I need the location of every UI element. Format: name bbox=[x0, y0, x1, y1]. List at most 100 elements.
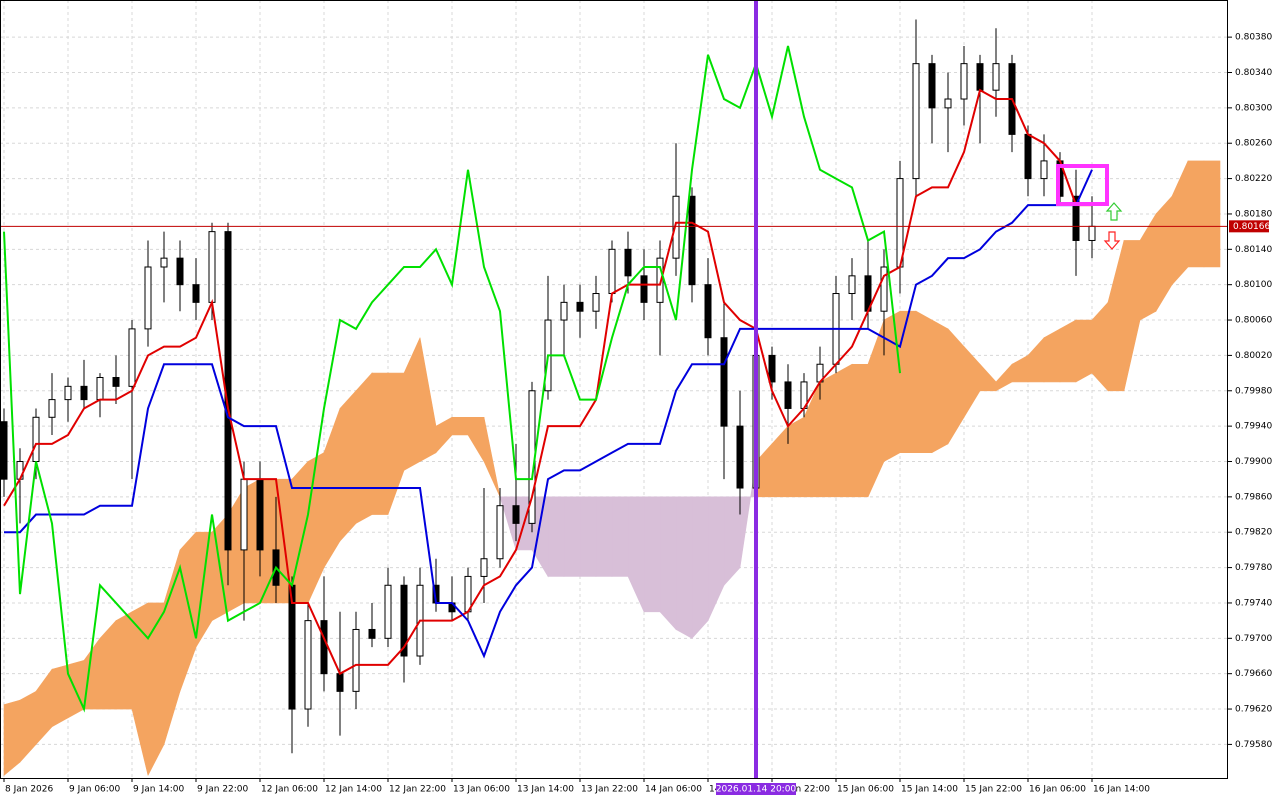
candle-body bbox=[480, 558, 488, 577]
candle-body bbox=[960, 63, 968, 100]
cloud-segment bbox=[547, 496, 565, 577]
cloud-segment bbox=[643, 496, 661, 613]
candle-body bbox=[736, 425, 744, 489]
price-label: 0.80166 bbox=[1233, 222, 1270, 232]
plot-frame bbox=[0, 0, 1228, 779]
candle-body bbox=[368, 628, 376, 639]
axes: 0.80380 0.80340 0.80300 0.80260 0.80220 0.801… bbox=[3, 33, 1272, 795]
x-tick-label: 15 Jan 06:00 bbox=[837, 785, 894, 795]
candle-body bbox=[240, 478, 248, 551]
x-tick-label: 13 Jan 14:00 bbox=[517, 785, 574, 795]
candle-body bbox=[1040, 160, 1048, 180]
cloud-segment bbox=[787, 416, 805, 498]
candles bbox=[0, 19, 1096, 754]
candle-body bbox=[512, 505, 520, 524]
y-tick-label: 0.80260 bbox=[1235, 139, 1272, 149]
y-tick-label: 0.79580 bbox=[1235, 740, 1272, 750]
cloud-segment bbox=[3, 699, 21, 776]
candle-body bbox=[48, 399, 56, 418]
cloud-segment bbox=[851, 363, 869, 498]
y-tick-label: 0.79620 bbox=[1235, 705, 1272, 715]
indicator-lines bbox=[3, 45, 1093, 713]
x-tick-label: 13 Jan 22:00 bbox=[581, 785, 638, 795]
candle-body bbox=[976, 63, 984, 91]
x-tick-label: 9 Jan 22:00 bbox=[197, 785, 249, 795]
cloud-segment bbox=[1203, 160, 1221, 268]
candle-body bbox=[848, 275, 856, 295]
candle-body bbox=[64, 385, 72, 401]
cloud-segment bbox=[451, 416, 469, 436]
candle-body bbox=[384, 584, 392, 639]
x-tick-label: 8 Jan 2026 bbox=[5, 785, 53, 795]
candle-body bbox=[608, 248, 616, 295]
y-tick-label: 0.80340 bbox=[1235, 68, 1272, 78]
highlight-box bbox=[1056, 164, 1109, 206]
cloud-segment bbox=[355, 372, 373, 524]
y-tick-label: 0.80220 bbox=[1235, 174, 1272, 184]
candle-body bbox=[1088, 225, 1096, 241]
cloud-segment bbox=[675, 496, 693, 639]
y-tick-label: 0.80060 bbox=[1235, 316, 1272, 326]
cloud-segment bbox=[819, 372, 837, 498]
cloud-segment bbox=[147, 602, 165, 776]
cloud-segment bbox=[835, 363, 853, 498]
candle-body bbox=[928, 63, 936, 109]
cloud-segment bbox=[931, 319, 949, 454]
candle-body bbox=[576, 301, 584, 312]
y-tick-label: 0.79860 bbox=[1235, 492, 1272, 502]
y-tick-label: 0.79980 bbox=[1235, 386, 1272, 396]
x-tick-label: 12 Jan 06:00 bbox=[261, 785, 318, 795]
candle-body bbox=[320, 620, 328, 675]
x-tick-label: 9 Jan 14:00 bbox=[133, 785, 185, 795]
cloud-segment bbox=[659, 496, 677, 631]
candle-body bbox=[160, 257, 168, 268]
y-tick-label: 0.80380 bbox=[1235, 33, 1272, 43]
candle-body bbox=[80, 385, 88, 401]
price-label-bg bbox=[1229, 220, 1269, 233]
candle-body bbox=[112, 377, 120, 387]
indicator-line bbox=[4, 169, 1093, 659]
overlays bbox=[0, 0, 1228, 778]
y-tick-label: 0.80180 bbox=[1235, 209, 1272, 219]
x-tick-label: 13 Jan 06:00 bbox=[453, 785, 510, 795]
y-tick-label: 0.79700 bbox=[1235, 634, 1272, 644]
y-tick-label: 0.80020 bbox=[1235, 351, 1272, 361]
cloud bbox=[3, 160, 1221, 776]
cloud-segment bbox=[611, 496, 629, 577]
cloud-segment bbox=[1075, 319, 1093, 383]
candle-body bbox=[992, 63, 1000, 91]
candle-body bbox=[944, 98, 952, 109]
x-tick-label: 12 Jan 22:00 bbox=[389, 785, 446, 795]
y-tick-label: 0.79940 bbox=[1235, 422, 1272, 432]
cloud-segment bbox=[1187, 160, 1205, 268]
x-tick-label: 14 Jan 06:00 bbox=[645, 785, 702, 795]
x-tick-label: 12 Jan 14:00 bbox=[325, 785, 382, 795]
x-tick-label: 16 Jan 06:00 bbox=[1029, 785, 1086, 795]
cloud-segment bbox=[115, 611, 133, 710]
candle-body bbox=[128, 328, 136, 387]
cloud-segment bbox=[339, 389, 357, 542]
candle-body bbox=[880, 266, 888, 312]
candle-body bbox=[720, 337, 728, 427]
y-tick-label: 0.80100 bbox=[1235, 280, 1272, 290]
up-arrow bbox=[1105, 202, 1123, 221]
y-tick-label: 0.79660 bbox=[1235, 669, 1272, 679]
x-tick-label: 9 Jan 06:00 bbox=[69, 785, 121, 795]
candle-body bbox=[784, 381, 792, 409]
cloud-segment bbox=[1043, 328, 1061, 383]
candle-body bbox=[1072, 195, 1080, 241]
y-tick-label: 0.79740 bbox=[1235, 598, 1272, 608]
candle-body bbox=[768, 354, 776, 383]
candle-body bbox=[0, 421, 8, 480]
cloud-segment bbox=[1059, 319, 1077, 383]
candle-body bbox=[352, 628, 360, 692]
indicator-line bbox=[3, 88, 1092, 676]
candle-body bbox=[256, 478, 264, 551]
cloud-segment bbox=[691, 496, 709, 640]
cloud-segment bbox=[883, 310, 901, 463]
candle-body bbox=[32, 416, 40, 462]
x-tick-label: 15 Jan 14:00 bbox=[901, 785, 958, 795]
